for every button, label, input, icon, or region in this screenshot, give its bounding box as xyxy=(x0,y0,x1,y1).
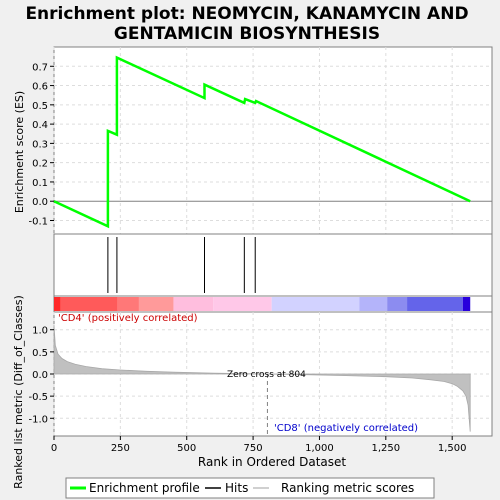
color-band-segment xyxy=(271,297,360,311)
hit-markers xyxy=(107,237,256,293)
color-band-segment xyxy=(138,297,174,311)
es-y-tick-label: 0.6 xyxy=(32,82,48,93)
ranking-y-axis-label: Ranked list metric (Diff_of_Classes) xyxy=(12,295,25,489)
es-y-tick-label: 0.3 xyxy=(32,139,48,150)
legend-ranking-metric-label: Ranking metric scores xyxy=(281,481,414,495)
color-band-segment xyxy=(387,297,408,311)
ranked-list-color-band xyxy=(54,297,471,311)
ranking-y-tick-label: -1.0 xyxy=(28,414,48,425)
es-y-tick-label: -0.1 xyxy=(28,217,48,228)
x-axis-label: Rank in Ordered Dataset xyxy=(198,455,346,469)
chart-title-line-1: Enrichment plot: NEOMYCIN, KANAMYCIN AND xyxy=(25,4,468,24)
enrichment-profile-line xyxy=(53,55,471,229)
color-band-segment xyxy=(173,297,214,311)
x-axis-tick-label: 750 xyxy=(244,443,263,454)
ranking-metric-scores xyxy=(53,325,471,432)
x-axis-tick-label: 1,500 xyxy=(438,443,467,454)
color-band-segment xyxy=(213,297,272,311)
x-axis-tick-label: 0 xyxy=(51,443,57,454)
es-y-axis-ticks: -0.1 0.0 0.1 0.2 0.3 0.4 0.5 0.6 0.7 xyxy=(28,62,54,228)
enrichment-profile xyxy=(53,55,471,229)
legend: Enrichment profile Hits Ranking metric s… xyxy=(65,477,435,499)
es-y-tick-label: 0.0 xyxy=(32,197,48,208)
hits-panel xyxy=(53,233,493,297)
color-band-segment xyxy=(359,297,388,311)
ranking-y-tick-label: -0.5 xyxy=(28,392,48,403)
x-axis-tick-label: 1,250 xyxy=(371,443,400,454)
color-band-segment xyxy=(407,297,463,311)
zero-cross-label: Zero cross at 804 xyxy=(227,370,306,380)
es-gridlines xyxy=(53,47,492,234)
negative-correlation-label: 'CD8' (negatively correlated) xyxy=(274,423,418,434)
ranking-y-tick-label: 0.0 xyxy=(32,370,48,381)
legend-hits-label: Hits xyxy=(225,481,248,495)
ranking-metric-area xyxy=(53,325,471,432)
chart-title-line-2: GENTAMICIN BIOSYNTHESIS xyxy=(114,24,380,44)
positive-correlation-label: 'CD4' (positively correlated) xyxy=(58,313,198,324)
es-y-axis-label: Enrichment score (ES) xyxy=(13,91,26,213)
ranking-y-tick-label: 1.0 xyxy=(32,326,48,337)
color-band-segment xyxy=(117,297,139,311)
ranking-y-tick-label: 0.5 xyxy=(32,348,48,359)
x-axis-ticks: 0 250 500 750 1,000 1,250 1,500 xyxy=(51,436,467,454)
ranking-y-axis-ticks: -1.0 -0.5 0.0 0.5 1.0 xyxy=(28,326,54,425)
color-band-segment xyxy=(462,297,471,311)
es-y-tick-label: 0.1 xyxy=(32,178,48,189)
x-axis-tick-label: 500 xyxy=(177,443,196,454)
x-axis-tick-label: 250 xyxy=(111,443,130,454)
es-y-tick-label: 0.2 xyxy=(32,159,48,170)
es-panel xyxy=(53,46,493,235)
legend-box xyxy=(65,477,435,499)
es-y-tick-label: 0.4 xyxy=(32,120,48,131)
es-y-tick-label: 0.5 xyxy=(32,101,48,112)
es-y-tick-label: 0.7 xyxy=(32,62,48,73)
color-band-segment xyxy=(54,297,61,311)
x-axis-tick-label: 1,000 xyxy=(305,443,334,454)
legend-enrichment-profile-label: Enrichment profile xyxy=(89,481,200,495)
color-band-segment xyxy=(60,297,118,311)
